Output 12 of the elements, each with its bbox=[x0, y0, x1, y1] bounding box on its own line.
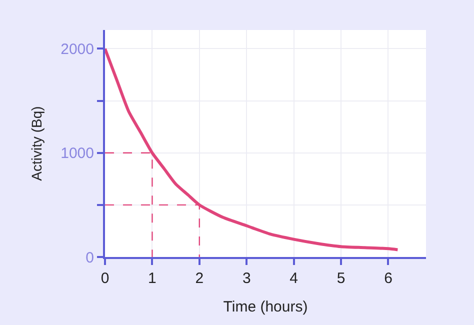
x-tick-label: 6 bbox=[384, 270, 392, 287]
x-tick-label: 3 bbox=[242, 270, 251, 287]
x-tick-label: 2 bbox=[195, 270, 204, 287]
y-tick-label: 2000 bbox=[60, 40, 94, 58]
y-axis-title: Activity (Bq) bbox=[28, 106, 45, 181]
x-tick-label: 1 bbox=[148, 270, 156, 287]
x-tick-label: 0 bbox=[100, 270, 110, 287]
x-tick-label: 5 bbox=[336, 270, 346, 287]
x-axis-title: Time (hours) bbox=[223, 298, 308, 316]
y-tick-label: 0 bbox=[86, 249, 94, 266]
y-tick-label: 1000 bbox=[60, 145, 94, 162]
x-tick-label: 4 bbox=[290, 270, 298, 287]
